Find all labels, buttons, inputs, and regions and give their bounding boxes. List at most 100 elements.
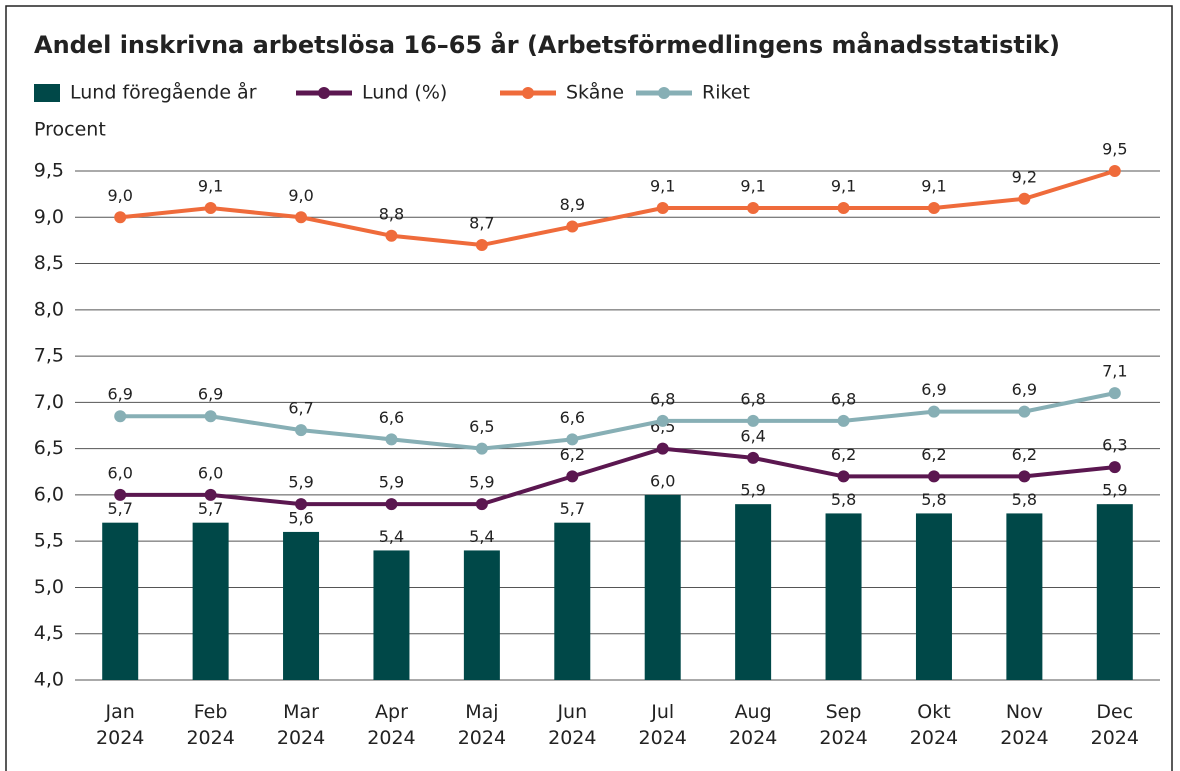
point [1018, 192, 1031, 205]
y-axis-label: Procent [34, 119, 106, 141]
x-tick-label: Maj 2024 [458, 701, 506, 749]
data-label: 9,1 [921, 177, 946, 196]
point [204, 488, 217, 501]
bar [735, 504, 772, 680]
data-label: 6,4 [740, 426, 765, 445]
point [837, 470, 850, 483]
x-tick-label: Apr 2024 [367, 701, 415, 749]
data-label: 5,4 [379, 527, 404, 546]
x-tick-label: Sep 2024 [819, 701, 867, 749]
point [566, 470, 579, 483]
frame [5, 5, 1173, 771]
point [475, 442, 488, 455]
data-label: 6,5 [469, 417, 494, 436]
point [385, 433, 398, 446]
data-label: 5,9 [469, 473, 494, 492]
point [747, 202, 760, 215]
data-label: 5,7 [198, 499, 223, 518]
data-label: 6,9 [107, 385, 132, 404]
legend-label: Skåne [566, 81, 624, 104]
data-label: 6,0 [107, 463, 132, 482]
data-label: 9,5 [1102, 140, 1127, 159]
x-tick-label: Feb 2024 [186, 701, 234, 749]
data-label: 6,6 [379, 408, 404, 427]
point [747, 451, 760, 464]
y-tick-label: 5,5 [34, 530, 64, 552]
data-label: 8,7 [469, 214, 494, 233]
bar [1096, 504, 1133, 680]
data-label: 6,9 [198, 385, 223, 404]
x-tick-label: Mar 2024 [277, 701, 325, 749]
legend-label: Riket [702, 82, 750, 104]
bar [463, 550, 500, 680]
data-label: 6,8 [831, 389, 856, 408]
point [656, 442, 669, 455]
legend-dot [658, 87, 670, 99]
y-tick-label: 6,0 [34, 483, 64, 505]
legend-dot [318, 87, 330, 99]
point [114, 488, 127, 501]
data-label: 5,7 [560, 499, 585, 518]
point [204, 410, 217, 423]
bar [554, 522, 591, 680]
x-tick-label: Jun 2024 [548, 701, 596, 749]
data-label: 5,8 [921, 490, 946, 509]
data-label: 5,8 [1012, 490, 1037, 509]
point [1108, 461, 1121, 474]
x-tick-label: Aug 2024 [729, 701, 777, 749]
point [1108, 165, 1121, 177]
point [927, 202, 940, 215]
bar [825, 513, 862, 680]
data-label: 5,7 [107, 499, 132, 518]
data-label: 5,9 [740, 481, 765, 500]
bar [373, 550, 410, 680]
point [1108, 387, 1121, 400]
legend-dot [522, 87, 534, 99]
point [204, 202, 217, 215]
y-tick-label: 6,5 [34, 437, 64, 459]
bar [283, 531, 320, 680]
point [114, 211, 127, 224]
data-label: 6,0 [650, 471, 675, 490]
data-label: 5,9 [379, 473, 404, 492]
y-tick-label: 7,0 [34, 391, 64, 413]
data-label: 7,1 [1102, 362, 1127, 381]
data-label: 9,0 [288, 186, 313, 205]
data-label: 8,8 [379, 204, 404, 223]
data-label: 5,9 [1102, 481, 1127, 500]
data-label: 6,8 [650, 389, 675, 408]
line [120, 446, 1115, 507]
point [566, 433, 579, 446]
y-tick-label: 4,0 [34, 669, 64, 691]
point [295, 498, 308, 511]
data-label: 5,9 [288, 473, 313, 492]
point [927, 470, 940, 483]
data-label: 9,1 [198, 177, 223, 196]
legend-swatch [34, 84, 60, 102]
x-tick-label: Okt 2024 [910, 701, 958, 749]
data-label: 6,6 [560, 408, 585, 427]
line [120, 391, 1116, 451]
legend-label: Lund föregående år [70, 81, 257, 104]
data-label: 9,1 [650, 177, 675, 196]
point [1018, 470, 1031, 483]
data-label: 6,9 [921, 380, 946, 399]
point [566, 220, 579, 233]
point [656, 414, 669, 427]
data-label: 6,2 [831, 445, 856, 464]
point [475, 498, 488, 511]
data-label: 8,9 [560, 195, 585, 214]
data-label: 9,1 [740, 177, 765, 196]
point [385, 229, 398, 242]
bar [644, 494, 681, 680]
point [475, 239, 488, 252]
point [656, 202, 669, 215]
y-tick-label: 9,0 [34, 206, 64, 228]
legend-label: Lund (%) [362, 82, 447, 104]
data-label: 5,6 [288, 508, 313, 527]
data-label: 5,8 [831, 490, 856, 509]
x-tick-label: Jan 2024 [96, 701, 144, 749]
point [1018, 405, 1031, 418]
bar [102, 522, 139, 680]
data-label: 6,2 [921, 445, 946, 464]
